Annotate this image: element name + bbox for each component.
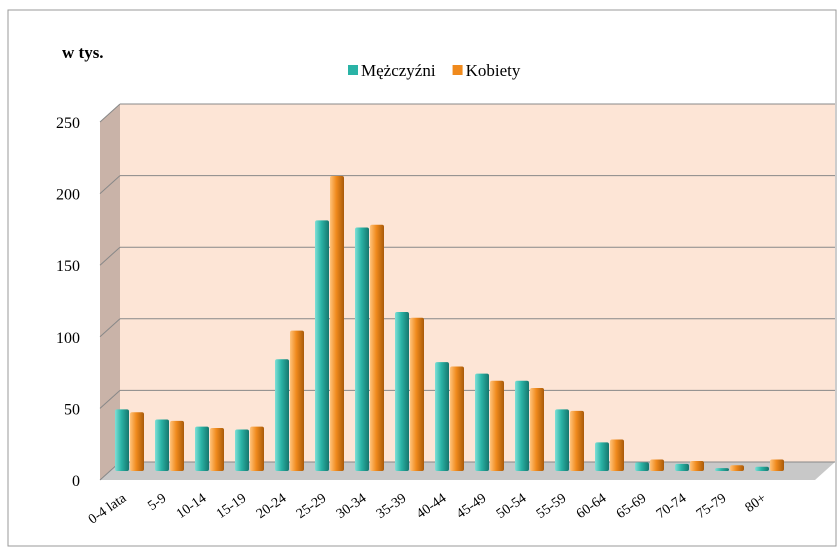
bar bbox=[195, 426, 209, 471]
legend-label: Mężczyźni bbox=[361, 61, 436, 80]
bar bbox=[610, 439, 624, 471]
bar bbox=[395, 312, 409, 471]
grid-line-side bbox=[99, 103, 121, 123]
bar bbox=[730, 465, 744, 471]
side-wall bbox=[100, 104, 120, 480]
legend-label: Kobiety bbox=[466, 61, 521, 80]
bar bbox=[475, 373, 489, 471]
grid-line-side bbox=[99, 318, 121, 338]
bar bbox=[690, 460, 704, 471]
grid-line-side bbox=[99, 175, 121, 194]
bar bbox=[755, 466, 769, 471]
y-tick-label: 250 bbox=[56, 115, 80, 132]
bar bbox=[675, 463, 689, 471]
bar bbox=[355, 227, 369, 471]
bar bbox=[715, 468, 729, 471]
bar bbox=[770, 459, 784, 471]
legend-swatch bbox=[452, 65, 463, 75]
bar bbox=[555, 409, 569, 471]
bar bbox=[450, 366, 464, 471]
y-tick-label: 100 bbox=[56, 330, 80, 347]
bar bbox=[410, 317, 424, 471]
bar bbox=[250, 426, 264, 471]
bar bbox=[635, 462, 649, 471]
bar bbox=[370, 224, 384, 471]
bar bbox=[210, 428, 224, 471]
bar bbox=[530, 387, 544, 471]
bar bbox=[115, 409, 129, 471]
bar bbox=[275, 359, 289, 471]
unit-label: w tys. bbox=[62, 43, 104, 62]
bar bbox=[235, 429, 249, 471]
bar bbox=[330, 176, 344, 471]
bar bbox=[155, 419, 169, 471]
grid-line-side bbox=[99, 390, 121, 409]
bar bbox=[290, 330, 304, 471]
bar bbox=[170, 420, 184, 471]
bar bbox=[435, 362, 449, 471]
bar bbox=[650, 459, 664, 471]
bar bbox=[570, 410, 584, 471]
grid-line-side bbox=[99, 246, 121, 266]
bar bbox=[490, 380, 504, 471]
bar bbox=[315, 220, 329, 471]
bar bbox=[130, 412, 144, 471]
bar bbox=[515, 380, 529, 471]
y-tick-label: 200 bbox=[56, 187, 80, 204]
legend-swatch bbox=[348, 65, 358, 75]
y-tick-label: 0 bbox=[72, 473, 80, 490]
bar bbox=[595, 442, 609, 471]
y-tick-label: 50 bbox=[64, 401, 80, 418]
y-tick-label: 150 bbox=[56, 258, 80, 275]
legend: Mężczyźni Kobiety bbox=[348, 61, 521, 80]
